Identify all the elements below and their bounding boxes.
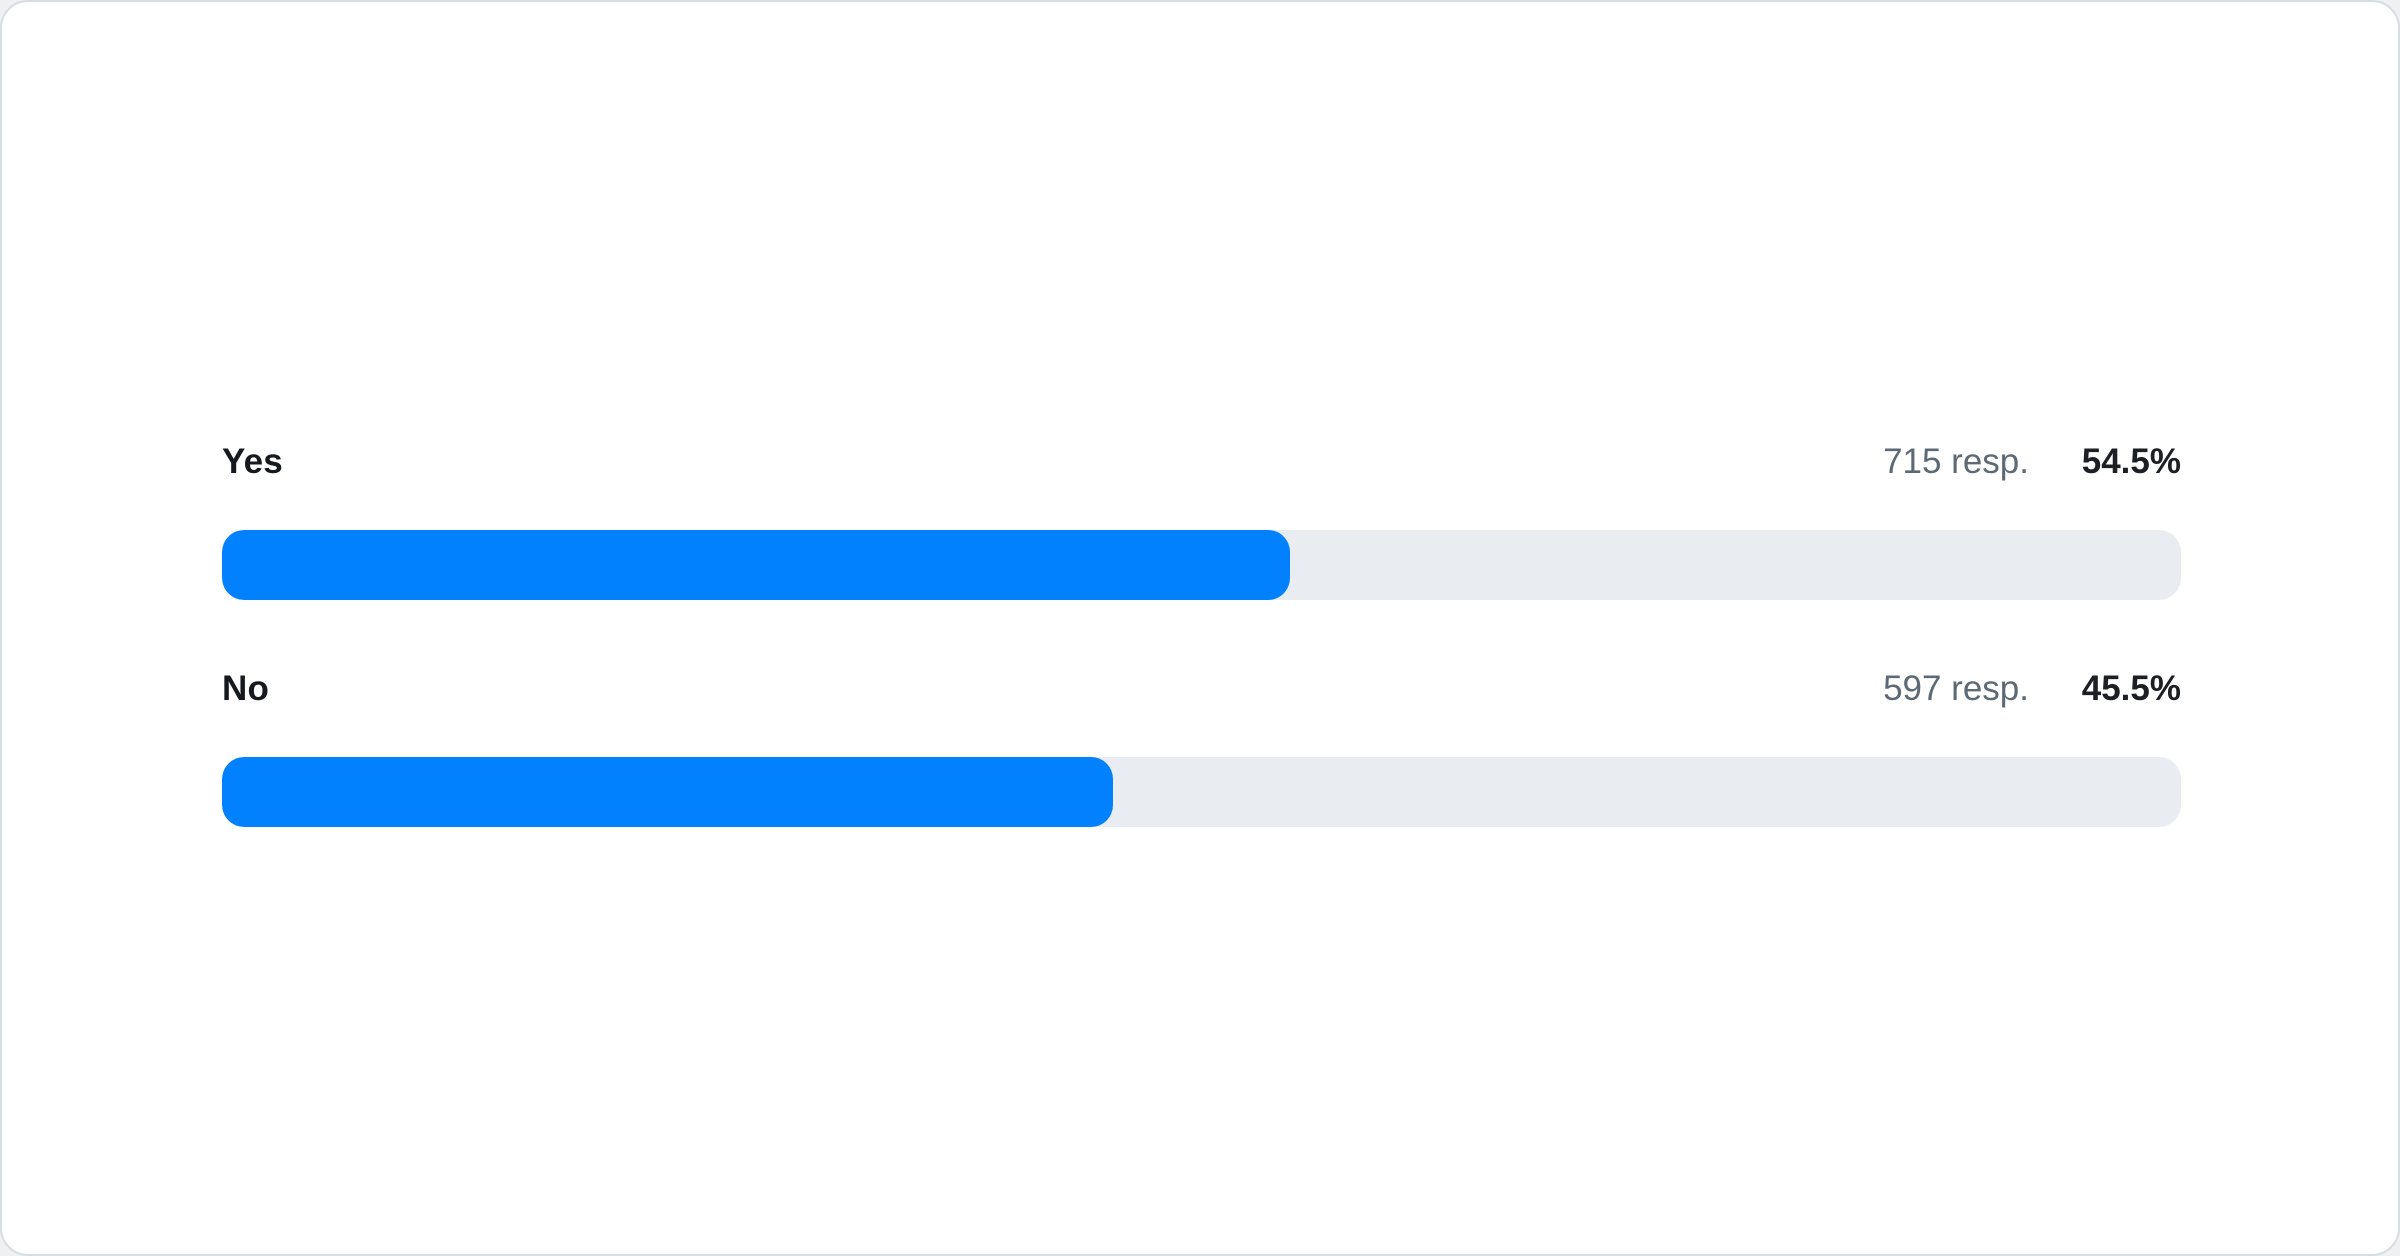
option-label: Yes [222, 442, 283, 481]
option-stats: 597 resp. 45.5% [1883, 667, 2181, 711]
option-header: Yes 715 resp. 54.5% [222, 440, 2181, 484]
percent-value: 45.5% [2081, 669, 2181, 708]
option-header: No 597 resp. 45.5% [222, 667, 2181, 711]
poll-options-list: Yes 715 resp. 54.5% No 597 resp. 45.5% [222, 440, 2181, 827]
option-stats: 715 resp. 54.5% [1883, 440, 2181, 484]
bar-track [222, 757, 2181, 827]
poll-option-row-no: No 597 resp. 45.5% [222, 667, 2181, 827]
bar-track [222, 530, 2181, 600]
percent-value: 54.5% [2081, 442, 2181, 481]
responses-count: 715 resp. [1883, 442, 2029, 481]
responses-count: 597 resp. [1883, 669, 2029, 708]
bar-fill [222, 530, 1290, 600]
poll-option-row-yes: Yes 715 resp. 54.5% [222, 440, 2181, 600]
option-label: No [222, 669, 270, 708]
bar-fill [222, 757, 1114, 827]
